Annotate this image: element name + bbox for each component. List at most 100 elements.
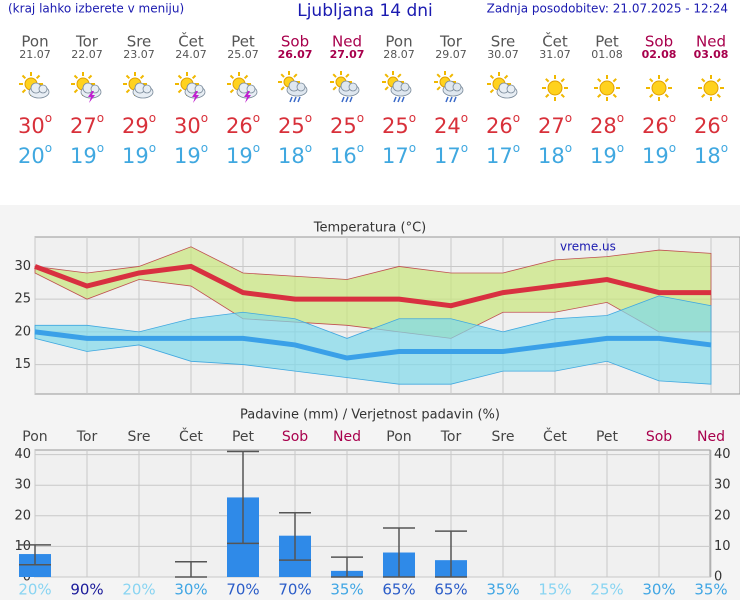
- icon-sun: [547, 80, 563, 96]
- degree: o: [201, 111, 208, 125]
- icon-ray: [21, 88, 27, 94]
- day-name: Pet: [595, 33, 619, 51]
- temp-max-value: 26: [642, 114, 669, 138]
- icon-ray: [436, 73, 441, 78]
- icon-sun: [599, 80, 615, 96]
- icon-cloud: [390, 80, 412, 97]
- day-name: Ned: [332, 33, 362, 51]
- icon-rain: [445, 96, 449, 103]
- degree: o: [617, 111, 624, 125]
- chart-title: Padavine (mm) / Verjetnost padavin (%): [240, 408, 500, 423]
- icon-ray: [664, 93, 669, 98]
- temp-min: 17o: [486, 141, 520, 169]
- temp-min-value: 17: [382, 144, 409, 168]
- probability-label: 15%: [538, 581, 571, 599]
- icon-ray: [503, 74, 509, 80]
- icon-ray: [280, 86, 285, 91]
- x-tick-label: Čet: [543, 427, 567, 445]
- day-date: 03.08: [694, 48, 729, 61]
- icon-ray: [243, 74, 249, 80]
- probability-label: 35%: [330, 581, 363, 599]
- degree: o: [305, 141, 312, 155]
- icon-cloud: [132, 82, 154, 99]
- icon-ray: [191, 74, 197, 80]
- degree: o: [253, 111, 260, 125]
- probability-label: 20%: [122, 581, 155, 599]
- icon-ray: [87, 74, 93, 80]
- temp-min: 18o: [278, 141, 312, 169]
- probability-label: 90%: [70, 581, 103, 599]
- degree: o: [461, 141, 468, 155]
- temp-max-value: 26: [486, 114, 513, 138]
- temp-max-value: 29: [122, 114, 149, 138]
- icon-ray: [384, 86, 389, 91]
- icon-ray: [332, 86, 337, 91]
- y2-tick-label: 0: [714, 570, 722, 585]
- icon-rain: [341, 96, 345, 103]
- icon-ray: [177, 74, 183, 80]
- degree: o: [617, 141, 624, 155]
- y2-tick-label: 30: [714, 478, 731, 493]
- icon-ray: [177, 88, 183, 94]
- day-name: Ned: [696, 33, 726, 51]
- error-bar: [227, 450, 259, 545]
- y-tick-label: 15: [14, 357, 31, 372]
- y2-tick-label: 10: [714, 539, 731, 554]
- icon-ray: [436, 86, 441, 91]
- icon-ray: [489, 74, 495, 80]
- x-tick-label: Pon: [22, 429, 47, 445]
- degree: o: [461, 111, 468, 125]
- temp-min: 18o: [538, 141, 572, 169]
- probability-label: 65%: [434, 581, 467, 599]
- temp-min: 18o: [694, 141, 728, 169]
- last-update: Zadnja posodobitev: 21.07.2025 - 12:24: [487, 2, 728, 16]
- degree: o: [669, 111, 676, 125]
- icon-cloud: [496, 82, 518, 99]
- temp-max-value: 25: [330, 114, 357, 138]
- temp-min-value: 16: [330, 144, 357, 168]
- x-tick-label: Tor: [76, 429, 98, 445]
- day-date: 29.07: [435, 48, 467, 61]
- icon-cloud: [338, 80, 360, 97]
- temp-max-value: 26: [226, 114, 253, 138]
- error-bar: [435, 530, 467, 578]
- icon-ray: [73, 88, 79, 94]
- day-date: 30.07: [487, 48, 519, 61]
- temp-min-value: 18: [694, 144, 721, 168]
- icon-cloud: [236, 82, 258, 99]
- icon-cloud-part: [452, 82, 462, 92]
- icon-rain: [401, 96, 405, 103]
- temp-max: 29o: [122, 111, 156, 139]
- degree: o: [149, 111, 156, 125]
- icon-sun: [651, 80, 667, 96]
- day-date: 22.07: [71, 48, 103, 61]
- icon-cloud-part: [296, 82, 306, 92]
- temp-max: 26o: [226, 111, 260, 139]
- icon-ray: [125, 74, 131, 80]
- icon-rain: [449, 96, 453, 103]
- probability-label: 35%: [694, 581, 727, 599]
- temp-max-value: 28: [590, 114, 617, 138]
- temp-max-value: 25: [382, 114, 409, 138]
- icon-ray: [664, 78, 669, 83]
- probability-label: 20%: [18, 581, 51, 599]
- x-tick-label: Pon: [386, 429, 411, 445]
- icon-ray: [449, 73, 454, 78]
- temp-min-value: 19: [642, 144, 669, 168]
- degree: o: [565, 111, 572, 125]
- day-date: 21.07: [19, 48, 51, 61]
- temp-min: 19o: [70, 141, 104, 169]
- error-bar: [175, 560, 207, 578]
- temp-min: 17o: [382, 141, 416, 169]
- temp-min-value: 19: [226, 144, 253, 168]
- range-band: [34, 295, 712, 385]
- day-date: 26.07: [278, 48, 313, 61]
- temp-min-value: 18: [538, 144, 565, 168]
- icon-ray: [332, 73, 337, 78]
- temp-min-value: 17: [434, 144, 461, 168]
- icon-cloud-part: [348, 82, 358, 92]
- icon-ray: [229, 74, 235, 80]
- degree: o: [513, 111, 520, 125]
- y2-tick-label: 20: [714, 508, 731, 523]
- icon-ray: [560, 78, 565, 83]
